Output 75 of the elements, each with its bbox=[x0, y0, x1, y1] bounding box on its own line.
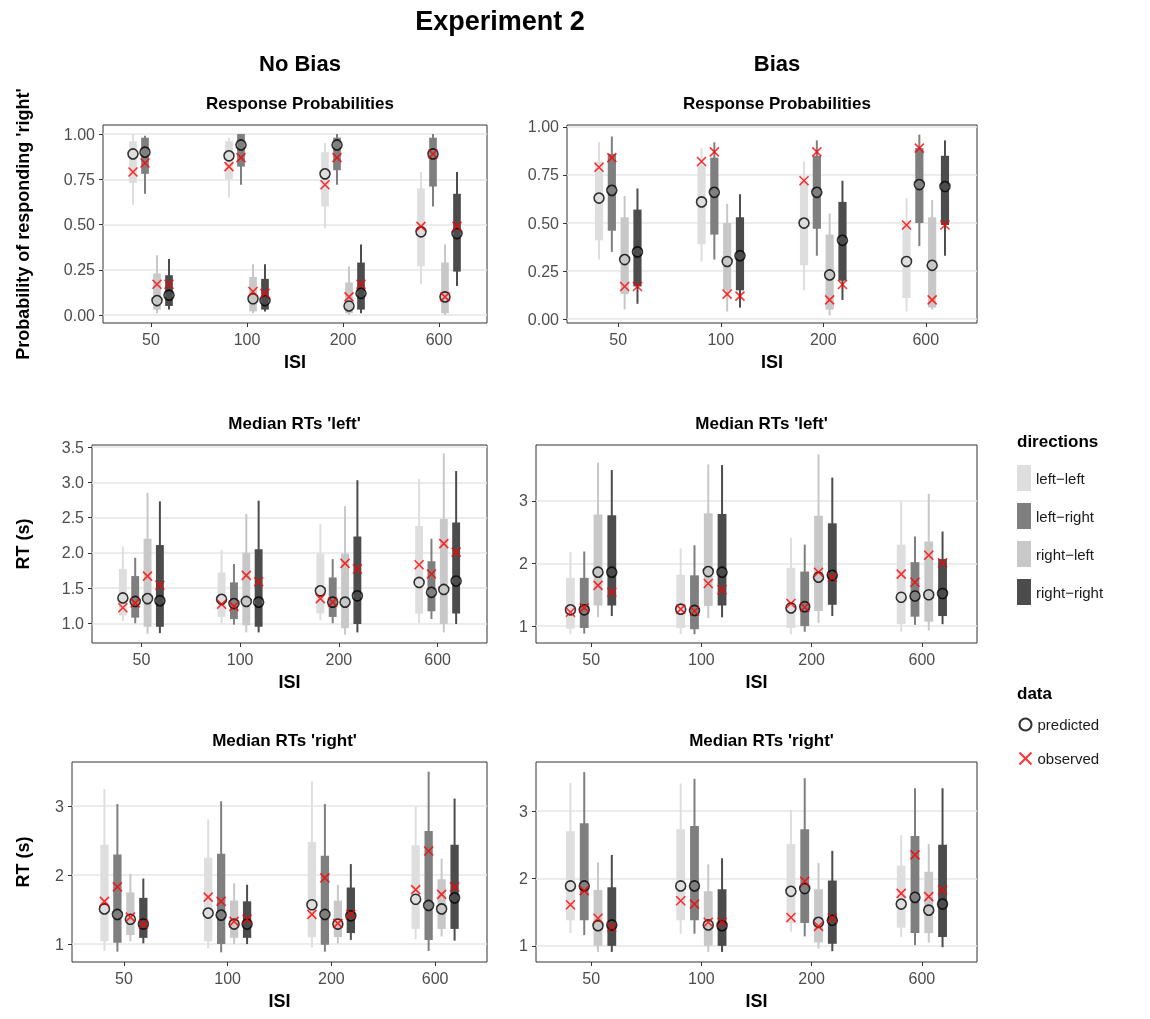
y-tick-label: 0.00 bbox=[63, 306, 96, 324]
chart-title: Median RTs 'right' bbox=[689, 731, 834, 750]
chart-title: Response Probabilities bbox=[206, 94, 394, 113]
y-tick-label: 2.5 bbox=[61, 509, 85, 527]
y-tick-label: 0.50 bbox=[63, 216, 96, 234]
x-tick-label: 50 bbox=[609, 330, 628, 348]
x-tick-label: 600 bbox=[421, 969, 449, 987]
x-tick-label: 100 bbox=[688, 969, 715, 987]
y-axis-title: RT (s) bbox=[13, 518, 33, 570]
chart-title: Median RTs 'left' bbox=[695, 414, 828, 433]
y-tick-label: 2.0 bbox=[61, 544, 85, 562]
x-tick-label: 600 bbox=[424, 650, 452, 668]
y-tick-label: 2 bbox=[519, 554, 529, 572]
x-tick-label: 50 bbox=[582, 650, 601, 668]
y-tick-label: 1 bbox=[519, 617, 529, 635]
y-tick-label: 1.00 bbox=[63, 125, 96, 143]
y-tick-label: 3.5 bbox=[61, 438, 85, 456]
x-tick-label: 200 bbox=[325, 650, 353, 668]
x-axis-title: ISI bbox=[283, 352, 307, 372]
x-tick-label: 100 bbox=[688, 650, 715, 668]
y-axis-title: RT (s) bbox=[13, 836, 33, 888]
y-tick-label: 2 bbox=[55, 866, 65, 884]
y-tick-label: 1.0 bbox=[61, 614, 85, 632]
legend-label: observed bbox=[1037, 750, 1100, 767]
legend-title: directions bbox=[1017, 432, 1099, 451]
legend-label: left−right bbox=[1036, 507, 1095, 525]
y-tick-label: 1 bbox=[519, 937, 529, 955]
x-axis-title: ISI bbox=[760, 352, 784, 372]
y-tick-label: 3 bbox=[519, 492, 529, 510]
x-tick-label: 100 bbox=[226, 650, 254, 668]
x-tick-label: 200 bbox=[798, 969, 826, 987]
y-tick-label: 3 bbox=[519, 802, 529, 820]
chart-title: Response Probabilities bbox=[683, 94, 871, 113]
y-tick-label: 3.0 bbox=[61, 473, 85, 491]
x-tick-label: 100 bbox=[233, 330, 261, 348]
x-axis-title: ISI bbox=[278, 672, 301, 692]
x-tick-label: 200 bbox=[318, 969, 345, 987]
chart-title: Median RTs 'left' bbox=[228, 414, 361, 433]
x-tick-label: 200 bbox=[329, 330, 357, 348]
x-tick-label: 100 bbox=[214, 969, 242, 987]
y-tick-label: 0.75 bbox=[527, 166, 560, 184]
x-tick-label: 200 bbox=[809, 330, 837, 348]
y-tick-label: 3 bbox=[55, 797, 65, 815]
y-axis-title: Probability of responding 'right' bbox=[13, 88, 33, 360]
y-tick-label: 1 bbox=[55, 935, 65, 953]
y-tick-label: 0.25 bbox=[527, 262, 560, 280]
chart-subtitle: No Bias bbox=[259, 50, 341, 76]
x-tick-label: 100 bbox=[707, 330, 735, 348]
chart-title: Median RTs 'right' bbox=[212, 731, 357, 750]
x-tick-label: 50 bbox=[142, 330, 160, 348]
y-tick-label: 0.25 bbox=[63, 261, 96, 279]
x-tick-label: 600 bbox=[425, 330, 453, 348]
legend-title: data bbox=[1017, 684, 1053, 703]
x-tick-label: 200 bbox=[798, 650, 826, 668]
y-tick-label: 1.5 bbox=[61, 579, 85, 597]
x-axis-title: ISI bbox=[745, 991, 768, 1011]
y-tick-label: 1.00 bbox=[527, 118, 560, 136]
x-tick-label: 600 bbox=[912, 330, 940, 348]
x-tick-label: 50 bbox=[132, 650, 151, 668]
legend-label: right−right bbox=[1036, 583, 1104, 601]
x-tick-label: 600 bbox=[908, 969, 936, 987]
x-axis-title: ISI bbox=[745, 672, 768, 692]
chart-subtitle: Bias bbox=[753, 50, 801, 76]
text: Experiment 2 bbox=[414, 6, 586, 37]
y-tick-label: 0.50 bbox=[527, 214, 560, 232]
legend-label: left−left bbox=[1036, 469, 1086, 487]
x-axis-title: ISI bbox=[268, 991, 291, 1011]
x-tick-label: 50 bbox=[114, 969, 133, 987]
x-tick-label: 50 bbox=[582, 969, 601, 987]
y-tick-label: 0.75 bbox=[63, 170, 96, 188]
legend-label: predicted bbox=[1037, 716, 1100, 733]
y-tick-label: 2 bbox=[519, 870, 529, 887]
legend-label: right−left bbox=[1036, 545, 1095, 563]
y-tick-label: 0.00 bbox=[527, 310, 560, 328]
x-tick-label: 600 bbox=[908, 650, 936, 668]
